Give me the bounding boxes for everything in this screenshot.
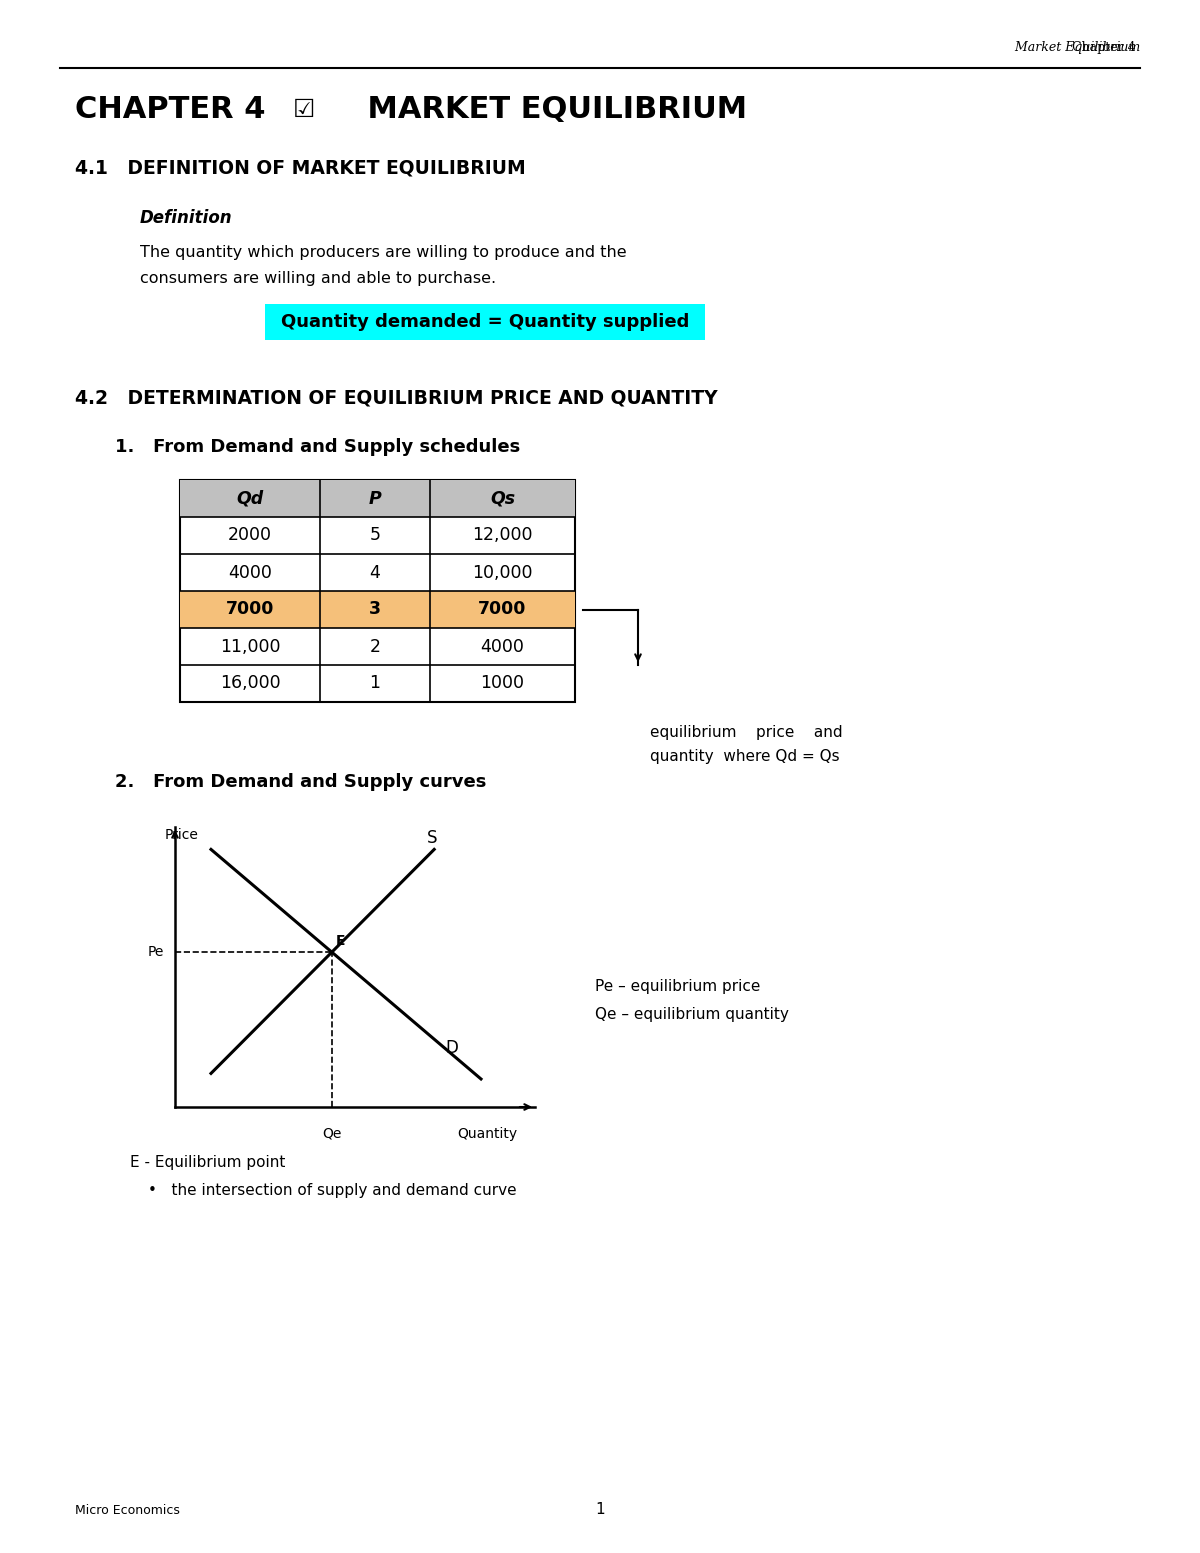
Text: 1: 1 [595,1502,605,1517]
Text: 4000: 4000 [480,637,524,655]
Text: 7000: 7000 [479,601,527,618]
Text: 12,000: 12,000 [473,526,533,545]
Text: Quantity demanded = Quantity supplied: Quantity demanded = Quantity supplied [281,314,689,331]
Text: P: P [368,489,382,508]
Text: MARKET EQUILIBRIUM: MARKET EQUILIBRIUM [325,95,748,124]
Text: Definition: Definition [140,210,233,227]
Text: The quantity which producers are willing to produce and the: The quantity which producers are willing… [140,245,626,261]
Text: Pe: Pe [148,946,164,960]
Text: 4000: 4000 [228,564,272,581]
Text: 2: 2 [370,637,380,655]
Text: ☑: ☑ [293,98,316,123]
Text: Price: Price [164,828,198,842]
Text: 2000: 2000 [228,526,272,545]
Text: quantity  where Qd = Qs: quantity where Qd = Qs [650,750,840,764]
Bar [180,480,575,517]
Text: Quantity: Quantity [457,1126,517,1140]
Text: E - Equilibrium point: E - Equilibrium point [130,1154,286,1169]
Text: 1000: 1000 [480,674,524,693]
Text: Chapter 4: Chapter 4 [1073,42,1140,54]
Text: CHAPTER 4: CHAPTER 4 [74,95,287,124]
Text: 4: 4 [370,564,380,581]
Text: Market Equilibrium: Market Equilibrium [967,42,1140,54]
Text: 4.2   DETERMINATION OF EQUILIBRIUM PRICE AND QUANTITY: 4.2 DETERMINATION OF EQUILIBRIUM PRICE A… [74,388,718,407]
Text: •   the intersection of supply and demand curve: • the intersection of supply and demand … [148,1182,517,1197]
Text: Pe – equilibrium price: Pe – equilibrium price [595,980,761,994]
Text: 16,000: 16,000 [220,674,281,693]
Text: Qs: Qs [490,489,515,508]
Text: Micro Economics: Micro Economics [74,1503,180,1516]
Text: consumers are willing and able to purchase.: consumers are willing and able to purcha… [140,270,496,286]
Text: D: D [445,1039,458,1056]
Text: 4.1   DEFINITION OF MARKET EQUILIBRIUM: 4.1 DEFINITION OF MARKET EQUILIBRIUM [74,158,526,177]
Text: 1.   From Demand and Supply schedules: 1. From Demand and Supply schedules [115,438,521,457]
Text: S: S [427,829,438,846]
Text: 5: 5 [370,526,380,545]
Text: Qd: Qd [236,489,264,508]
Text: 7000: 7000 [226,601,274,618]
Text: equilibrium    price    and: equilibrium price and [650,725,842,739]
Text: E: E [336,933,344,947]
Text: 3: 3 [370,601,382,618]
Text: 10,000: 10,000 [473,564,533,581]
Text: 11,000: 11,000 [220,637,281,655]
Bar [180,592,575,627]
Bar [180,480,575,702]
Text: Qe – equilibrium quantity: Qe – equilibrium quantity [595,1006,788,1022]
Text: Qe: Qe [322,1126,342,1140]
Text: 2.   From Demand and Supply curves: 2. From Demand and Supply curves [115,773,486,790]
Text: 1: 1 [370,674,380,693]
Bar [265,304,706,340]
